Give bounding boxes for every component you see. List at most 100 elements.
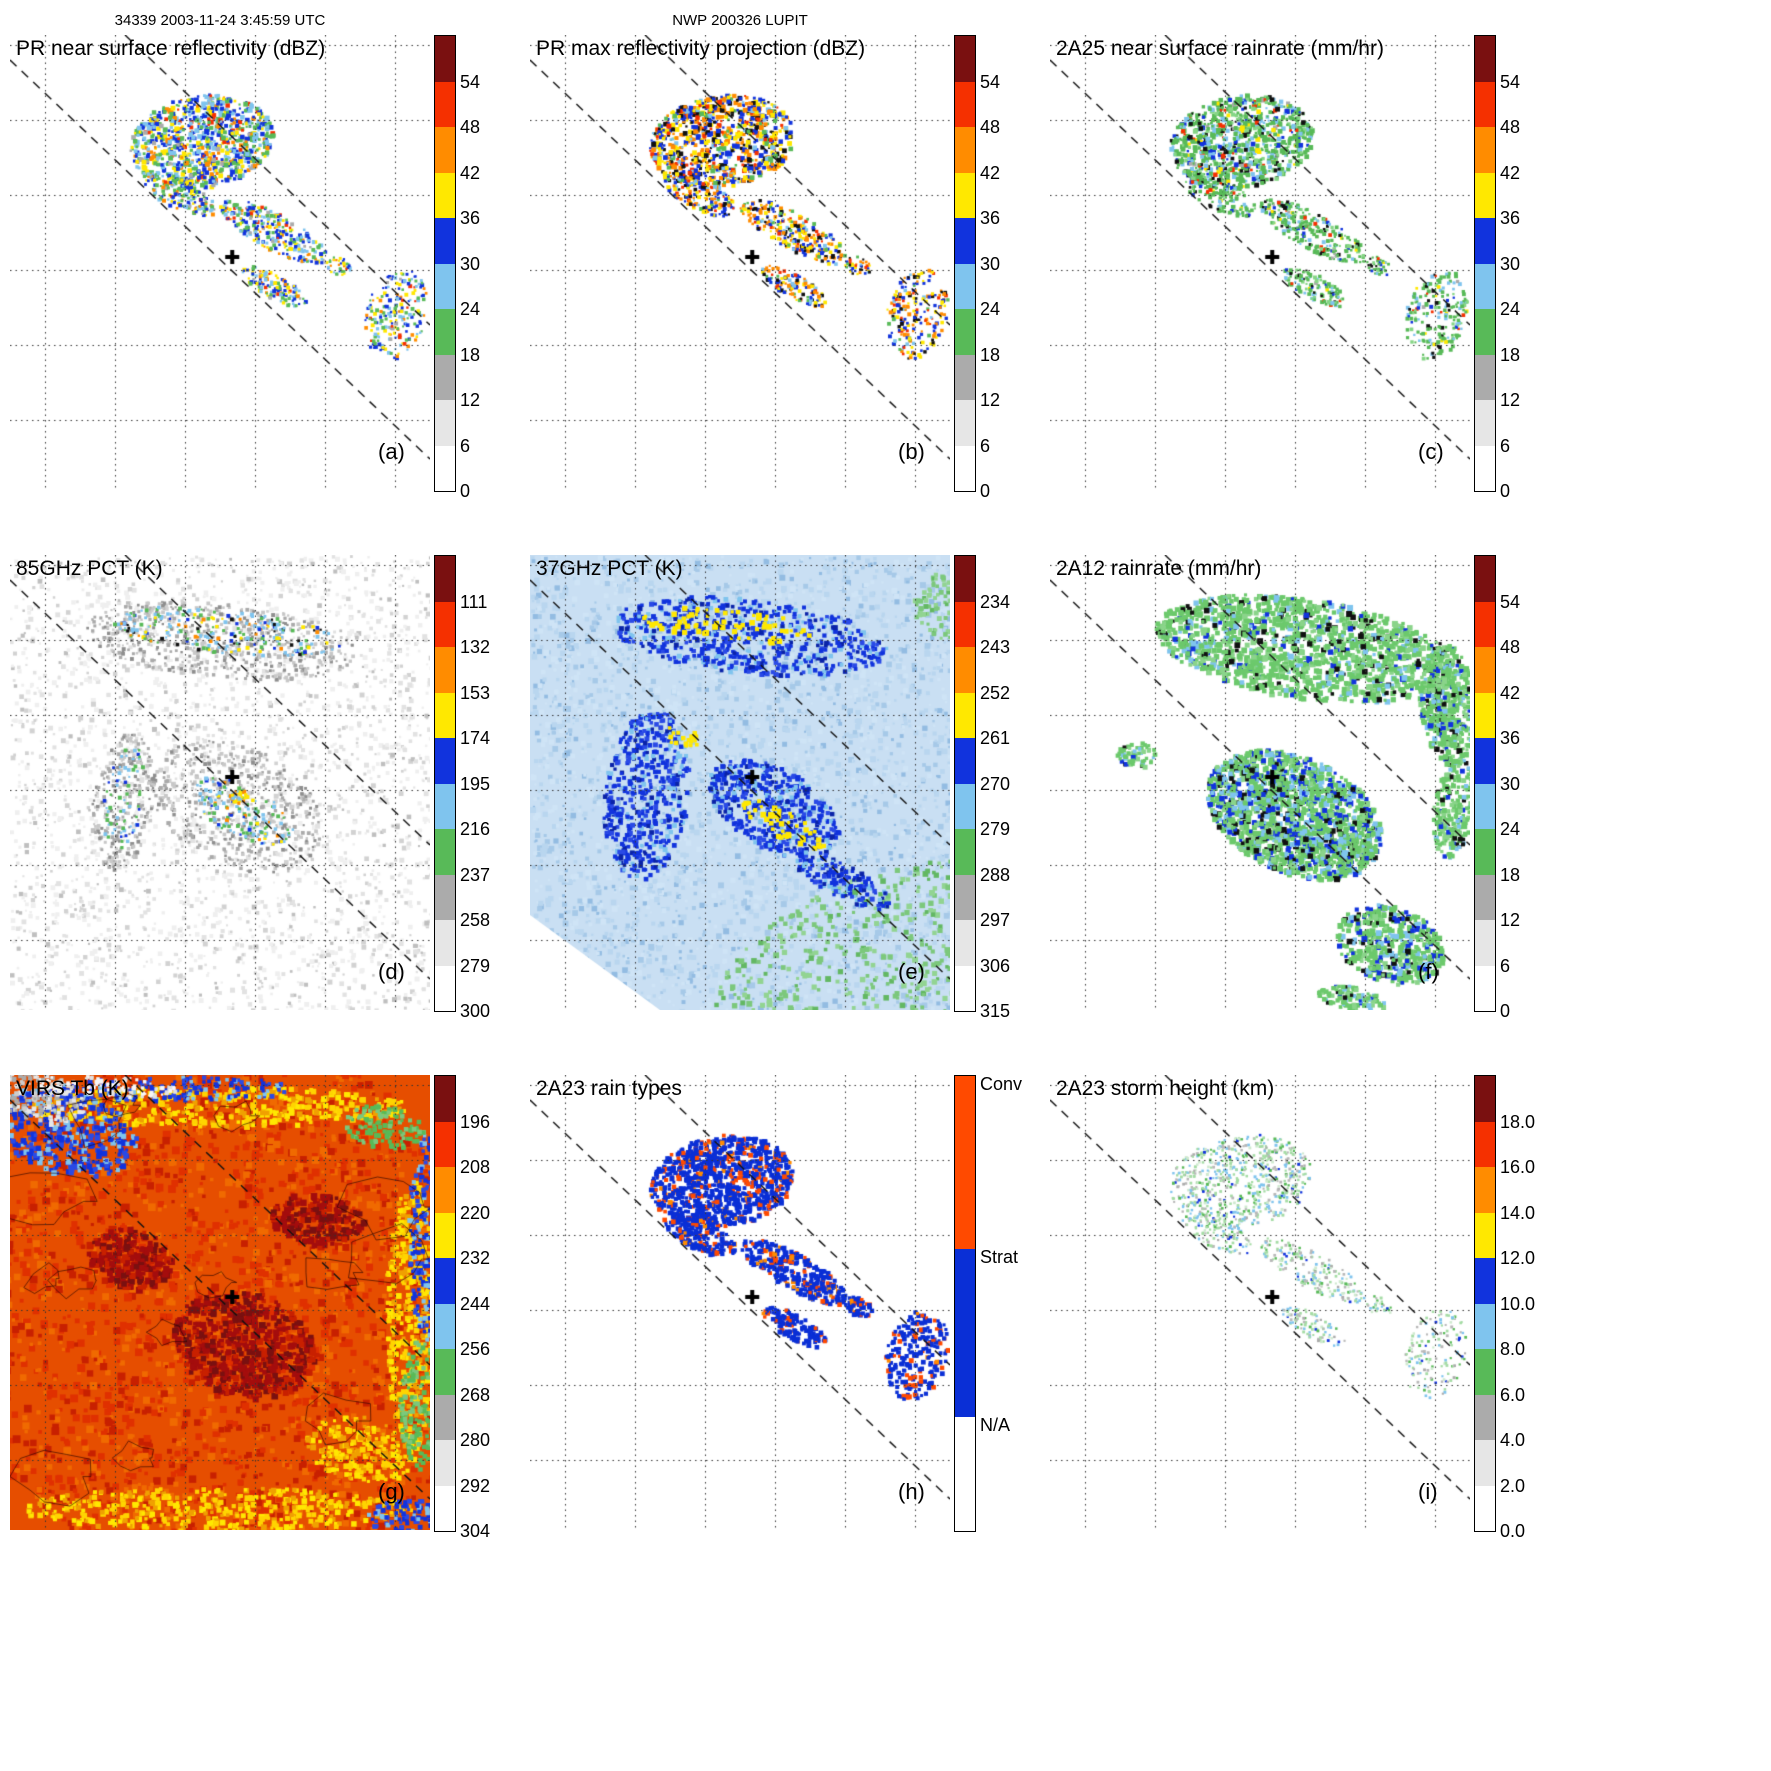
panel-letter-h: (h) <box>898 1479 925 1504</box>
colorbar-h <box>954 1075 976 1532</box>
colorbar-segment <box>1475 1394 1495 1440</box>
colorbar-segment <box>435 263 455 309</box>
colorbar-tick: 4.0 <box>1500 1430 1526 1450</box>
colorbar-segment <box>1475 1258 1495 1304</box>
colorbar-segment <box>955 81 975 127</box>
map-canvas-d <box>10 555 430 1010</box>
colorbar-tick: 306 <box>980 955 1011 976</box>
colorbar-c <box>1474 35 1496 492</box>
colorbar-tick: 216 <box>460 819 491 839</box>
colorbar-tick: 48 <box>1500 117 1521 137</box>
panel-title-i: 2A23 storm height (km) <box>1056 1077 1275 1100</box>
colorbar-tick: 24 <box>460 299 481 319</box>
colorbar-segment <box>955 556 975 602</box>
colorbar-tick: 18 <box>1500 864 1521 885</box>
colorbar-segment <box>955 601 975 647</box>
colorbar-tick: 237 <box>460 864 491 885</box>
colorbar-segment <box>1475 81 1495 127</box>
panel-title-d: 85GHz PCT (K) <box>16 557 163 580</box>
panel-d: 85GHz PCT (K) (d) 300 279 258 237 216 195 174 1… <box>10 555 510 1027</box>
colorbar-segment <box>955 829 975 875</box>
header-orbit-timestamp: 34339 2003-11-24 3:45:59 UTC <box>114 12 326 29</box>
colorbar-tick: 6 <box>1500 435 1511 456</box>
colorbar-segment <box>1475 965 1495 1011</box>
panel-i: 2A23 storm height (km) (i) 0.0 2.0 4.0 6.0 8… <box>1050 1075 1550 1547</box>
colorbar-tick: 42 <box>460 162 481 183</box>
colorbar-segment <box>955 965 975 1011</box>
colorbar-segment <box>1475 601 1495 647</box>
colorbar-segment <box>1475 1440 1495 1486</box>
colorbar-segment <box>435 218 455 264</box>
colorbar-tick: 111 <box>460 591 488 612</box>
colorbar-segment <box>435 1167 455 1213</box>
colorbar-segment <box>1475 1349 1495 1395</box>
colorbar-tick: 244 <box>460 1293 491 1314</box>
colorbar-tick: 0 <box>460 481 471 501</box>
colorbar-tick: 6.0 <box>1500 1384 1526 1405</box>
colorbar-tick: 30 <box>1500 773 1521 794</box>
colorbar-tick: 12 <box>1500 910 1521 930</box>
colorbar-segment <box>435 400 455 446</box>
map-canvas-f <box>1050 555 1470 1010</box>
colorbar-segment <box>955 1417 975 1531</box>
map-canvas-b <box>530 35 950 490</box>
panel-title-a: PR near surface reflectivity (dBZ) <box>16 37 326 60</box>
colorbar-segment <box>955 647 975 693</box>
colorbar-segment <box>1475 738 1495 784</box>
colorbar-segment <box>435 127 455 173</box>
colorbar-tick: 6 <box>460 435 471 456</box>
colorbar-segment <box>955 1248 975 1418</box>
colorbar-segment <box>1475 1212 1495 1258</box>
colorbar-segment <box>1475 556 1495 602</box>
colorbar-segment <box>435 1076 455 1122</box>
colorbar-segment <box>1475 647 1495 693</box>
colorbar-b <box>954 35 976 492</box>
colorbar-segment <box>435 81 455 127</box>
colorbar-segment <box>435 1212 455 1258</box>
panel-letter-f: (f) <box>1418 959 1439 984</box>
colorbar-segment <box>1475 172 1495 218</box>
colorbar-segment <box>955 874 975 920</box>
colorbar-tick: 24 <box>1500 299 1521 319</box>
colorbar-segment <box>1475 783 1495 829</box>
colorbar-tick: 42 <box>1500 682 1521 703</box>
colorbar-segment <box>955 36 975 82</box>
colorbar-tick: 36 <box>1500 728 1521 748</box>
panel-letter-d: (d) <box>378 959 405 984</box>
colorbar-segment <box>435 1258 455 1304</box>
colorbar-segment <box>435 1121 455 1167</box>
colorbar-segment <box>1475 692 1495 738</box>
colorbar-tick: 18.0 <box>1500 1111 1536 1132</box>
panel-letter-b: (b) <box>898 439 925 464</box>
colorbar-tick: 256 <box>460 1339 491 1359</box>
colorbar-tick: 6 <box>1500 955 1511 976</box>
colorbar-segment <box>435 1485 455 1531</box>
colorbar-tick: 6 <box>980 435 991 456</box>
colorbar-segment <box>435 647 455 693</box>
colorbar-segment <box>955 354 975 400</box>
colorbar-tick: 12.0 <box>1500 1248 1536 1268</box>
colorbar-segment <box>435 738 455 784</box>
colorbar-tick: 0 <box>1500 481 1511 501</box>
colorbar-segment <box>955 127 975 173</box>
map-canvas-h <box>530 1075 950 1530</box>
colorbar-tick: 304 <box>460 1521 491 1541</box>
colorbar-segment <box>435 309 455 355</box>
colorbar-tick: 300 <box>460 1001 491 1021</box>
colorbar-segment <box>435 36 455 82</box>
colorbar-e <box>954 555 976 1012</box>
colorbar-segment <box>435 172 455 218</box>
colorbar-tick: 258 <box>460 910 491 930</box>
colorbar-segment <box>1475 829 1495 875</box>
colorbar-segment <box>435 920 455 966</box>
colorbar-tick: 18 <box>1500 344 1521 365</box>
colorbar-tick: 252 <box>980 682 1011 703</box>
colorbar-segment <box>955 738 975 784</box>
panel-letter-c: (c) <box>1418 439 1444 464</box>
colorbar-tick: 195 <box>460 773 491 794</box>
colorbar-segment <box>435 874 455 920</box>
panel-title-b: PR max reflectivity projection (dBZ) <box>536 37 866 60</box>
panel-h: 2A23 rain types (h) N/A Strat Conv <box>530 1074 1030 1547</box>
colorbar-tick: 48 <box>460 117 481 137</box>
colorbar-tick: 30 <box>1500 253 1521 274</box>
